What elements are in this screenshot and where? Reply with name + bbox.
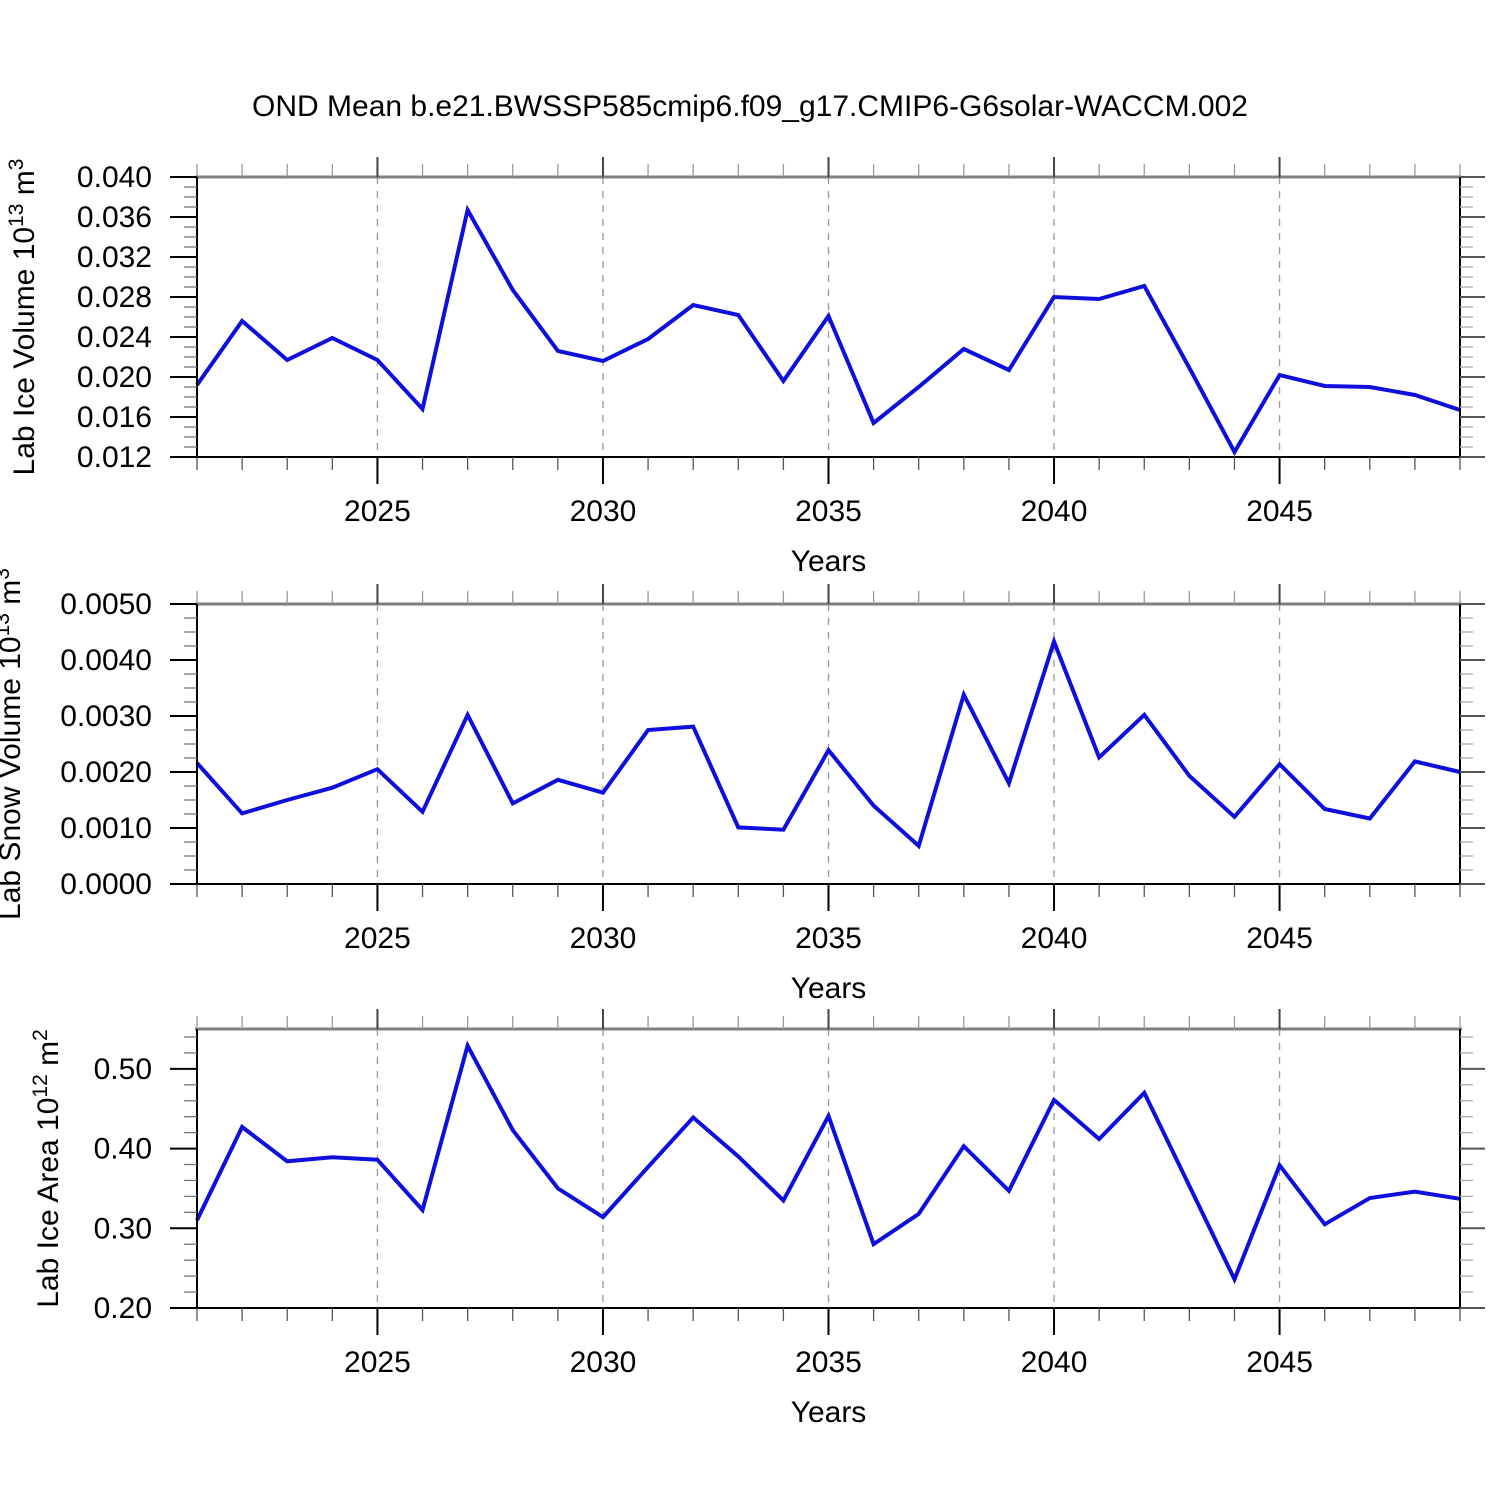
y-axis-title: Lab Snow Volume 1013 m3 <box>0 568 27 920</box>
x-tick-label: 2045 <box>1246 1346 1313 1379</box>
y-axis-title: Lab Ice Volume 1013 m3 <box>5 159 41 476</box>
panel-lab-ice-area: 2025 2030 2035 2040 2045 Years 0.20 0.30 0.40 0.5… <box>29 1009 1485 1429</box>
x-tick-label: 2030 <box>570 1346 637 1379</box>
panel-lab-ice-volume: 2025 2030 2035 2040 2045 Years 0.012 0.016 0.020… <box>5 157 1485 578</box>
x-tick-label: 2025 <box>344 1346 411 1379</box>
lab-ice-area-line <box>195 1040 1461 1285</box>
lab-snow-volume-line <box>195 635 1461 850</box>
y-tick-label: 0.0000 <box>60 868 152 901</box>
x-tick-label: 2040 <box>1021 922 1088 955</box>
y-tick-label: 0.040 <box>77 161 152 194</box>
y-tick-label: 0.012 <box>77 441 152 474</box>
x-axis-title: Years <box>791 1396 867 1429</box>
x-tick-label: 2035 <box>795 495 862 528</box>
figure-title: OND Mean b.e21.BWSSP585cmip6.f09_g17.CMI… <box>252 90 1248 123</box>
y-tick-label: 0.020 <box>77 361 152 394</box>
y-tick-label: 0.30 <box>94 1212 152 1245</box>
x-axis-title: Years <box>791 972 867 1005</box>
y-tick-label: 0.036 <box>77 201 152 234</box>
y-tick-label: 0.032 <box>77 241 152 274</box>
lab-ice-volume-line <box>195 204 1461 457</box>
x-tick-label: 2040 <box>1021 495 1088 528</box>
y-tick-label: 0.50 <box>94 1053 152 1086</box>
x-tick-label: 2045 <box>1246 922 1313 955</box>
panel-lab-snow-volume: 2025 2030 2035 2040 2045 Years 0.0000 0.0010 0.0… <box>0 568 1485 1005</box>
y-tick-label: 0.0040 <box>60 644 152 677</box>
y-tick-label: 0.0010 <box>60 812 152 845</box>
x-tick-label: 2025 <box>344 922 411 955</box>
y-tick-label: 0.028 <box>77 281 152 314</box>
x-tick-label: 2040 <box>1021 1346 1088 1379</box>
y-tick-label: 0.0020 <box>60 756 152 789</box>
x-tick-label: 2035 <box>795 1346 862 1379</box>
y-axis-title: Lab Ice Area 1012 m2 <box>29 1029 65 1308</box>
x-tick-label: 2045 <box>1246 495 1313 528</box>
y-tick-label: 0.0030 <box>60 700 152 733</box>
y-tick-label: 0.024 <box>77 321 152 354</box>
y-tick-label: 0.016 <box>77 401 152 434</box>
x-tick-label: 2025 <box>344 495 411 528</box>
y-tick-label: 0.20 <box>94 1292 152 1325</box>
y-tick-label: 0.0050 <box>60 588 152 621</box>
x-axis-title: Years <box>791 545 867 578</box>
x-tick-label: 2030 <box>570 495 637 528</box>
x-tick-label: 2035 <box>795 922 862 955</box>
x-tick-label: 2030 <box>570 922 637 955</box>
y-tick-label: 0.40 <box>94 1133 152 1166</box>
